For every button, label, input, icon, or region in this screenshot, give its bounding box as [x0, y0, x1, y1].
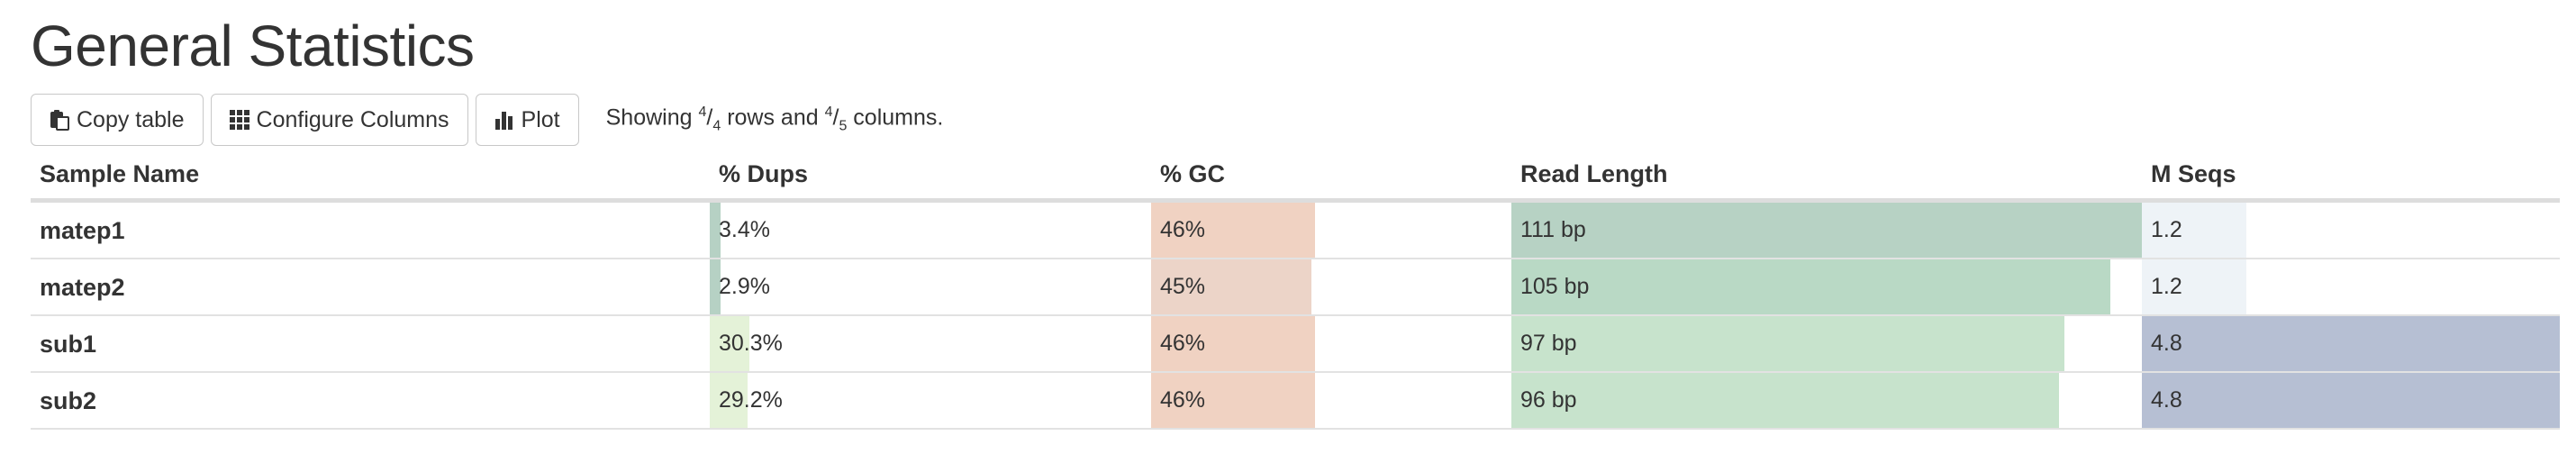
value-len: 97 bp — [1520, 331, 1577, 356]
value-gc: 45% — [1160, 274, 1206, 299]
table-toolbar: Copy table Configure Columns — [31, 94, 943, 146]
table-header: Sample Name % Dups % GC Read Length M Se… — [31, 153, 2560, 203]
col-header-dups[interactable]: % Dups — [719, 160, 809, 187]
sample-name: matep2 — [40, 274, 125, 301]
value-dups: 29.2% — [719, 387, 783, 413]
page-title: General Statistics — [31, 14, 475, 78]
bar-len — [1511, 316, 2064, 371]
cols-word: columns. — [847, 104, 944, 131]
bar-seqs — [2142, 203, 2247, 258]
table-body: matep1 3.4% 46% 111 bp 1.2 matep2 2.9% 45% 105 b… — [31, 203, 2560, 430]
bar-gc — [1151, 203, 1315, 258]
copy-table-button[interactable]: Copy table — [31, 94, 204, 146]
grid-icon — [229, 110, 249, 130]
value-dups: 3.4% — [719, 217, 770, 242]
bar-seqs — [2142, 259, 2247, 314]
col-header-gc[interactable]: % GC — [1160, 160, 1226, 187]
value-seqs: 1.2 — [2151, 274, 2182, 299]
value-gc: 46% — [1160, 387, 1206, 413]
sample-name: sub2 — [40, 387, 97, 414]
cols-total: 5 — [839, 118, 848, 134]
table-row: sub2 29.2% 46% 96 bp 4.8 — [31, 373, 2560, 430]
cell-seqs: 1.2 — [2142, 203, 2560, 258]
configure-columns-label: Configure Columns — [256, 106, 449, 132]
cell-len: 97 bp — [1511, 316, 2142, 371]
general-stats-table: Sample Name % Dups % GC Read Length M Se… — [31, 153, 2560, 430]
value-seqs: 1.2 — [2151, 217, 2182, 242]
col-header-sample-name[interactable]: Sample Name — [40, 160, 200, 187]
bar-seqs — [2142, 373, 2560, 428]
value-dups: 30.3% — [719, 331, 783, 356]
clipboard-icon — [50, 109, 69, 131]
showing-summary: Showing 4/4 rows and 4/5 columns. — [605, 104, 944, 134]
cell-gc: 45% — [1151, 259, 1511, 314]
cell-len: 105 bp — [1511, 259, 2142, 314]
copy-table-label: Copy table — [77, 106, 185, 132]
bar-len — [1511, 203, 2142, 258]
bar-dups — [710, 373, 748, 428]
value-seqs: 4.8 — [2151, 331, 2182, 356]
table-row: matep2 2.9% 45% 105 bp 1.2 — [31, 259, 2560, 316]
bar-dups — [710, 259, 721, 314]
showing-prefix: Showing — [605, 104, 699, 131]
bar-len — [1511, 373, 2059, 428]
bar-seqs — [2142, 316, 2560, 371]
value-len: 105 bp — [1520, 274, 1590, 299]
col-header-m-seqs[interactable]: M Seqs — [2151, 160, 2236, 187]
sample-name: matep1 — [40, 217, 125, 244]
rows-shown: 4 — [698, 104, 707, 121]
bar-chart-icon — [494, 110, 514, 130]
cell-dups: 3.4% — [710, 203, 1151, 258]
value-len: 96 bp — [1520, 387, 1577, 413]
rows-total: 4 — [712, 118, 721, 134]
cell-gc: 46% — [1151, 203, 1511, 258]
cell-len: 111 bp — [1511, 203, 2142, 258]
configure-columns-button[interactable]: Configure Columns — [210, 94, 468, 146]
cell-len: 96 bp — [1511, 373, 2142, 428]
bar-dups — [710, 316, 749, 371]
cell-dups: 29.2% — [710, 373, 1151, 428]
bar-len — [1511, 259, 2110, 314]
bar-gc — [1151, 373, 1315, 428]
cell-seqs: 4.8 — [2142, 373, 2560, 428]
table-row: matep1 3.4% 46% 111 bp 1.2 — [31, 203, 2560, 259]
bar-gc — [1151, 316, 1315, 371]
value-seqs: 4.8 — [2151, 387, 2182, 413]
cell-dups: 2.9% — [710, 259, 1151, 314]
value-gc: 46% — [1160, 331, 1206, 356]
sample-name: sub1 — [40, 331, 97, 358]
plot-label: Plot — [521, 106, 560, 132]
cell-dups: 30.3% — [710, 316, 1151, 371]
cell-seqs: 4.8 — [2142, 316, 2560, 371]
col-header-read-length[interactable]: Read Length — [1520, 160, 1668, 187]
bar-gc — [1151, 259, 1311, 314]
cell-gc: 46% — [1151, 316, 1511, 371]
value-dups: 2.9% — [719, 274, 770, 299]
bar-dups — [710, 203, 721, 258]
value-gc: 46% — [1160, 217, 1206, 242]
cell-gc: 46% — [1151, 373, 1511, 428]
cell-seqs: 1.2 — [2142, 259, 2560, 314]
rows-word: rows and — [721, 104, 825, 131]
plot-button[interactable]: Plot — [475, 94, 579, 146]
table-row: sub1 30.3% 46% 97 bp 4.8 — [31, 316, 2560, 373]
value-len: 111 bp — [1520, 217, 1586, 242]
cols-shown: 4 — [824, 104, 833, 121]
